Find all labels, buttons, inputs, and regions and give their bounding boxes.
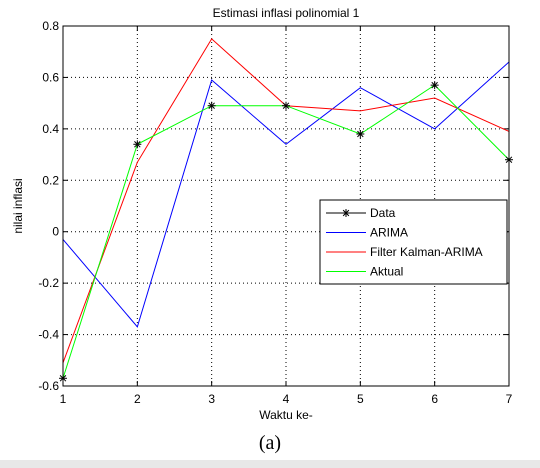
data-point [356,130,365,138]
legend-label-arima: ARIMA [370,226,408,240]
y-tick-label: 0.8 [42,19,59,33]
axes-box [62,25,510,387]
data-point [133,140,142,149]
line-chart: 1 2 3 4 5 6 7 -0.6 -0.4 -0.2 0 0.2 0.4 0.6 0.8 Estimasi… [11,6,513,422]
y-tick-label: 0.2 [42,173,59,187]
series-markers-data [59,81,513,383]
x-tick-label: 5 [357,392,364,406]
data-point [282,101,290,110]
legend-label-filter-kalman-arima: Filter Kalman-ARIMA [370,245,483,259]
y-tick-label: -0.6 [38,379,59,393]
legend-box [319,199,508,285]
y-axis-label: nilai inflasi [11,178,25,233]
legend-label-aktual: Aktual [370,265,403,279]
x-axis-label: Waktu ke- [259,408,313,422]
series-line-arima [62,61,510,328]
data-point [207,101,216,110]
y-tick-label: -0.2 [38,276,59,290]
x-tick-label: 6 [431,392,438,406]
y-tick-label: 0.6 [42,70,59,84]
chart-title: Estimasi inflasi polinomial 1 [213,6,360,20]
y-tick-label: 0.4 [42,122,59,136]
y-tick-label: -0.4 [38,328,59,342]
data-point [342,209,350,217]
footer-strip [0,460,540,468]
y-tick-label: 0 [52,225,59,239]
data-point [430,81,439,90]
legend: Data ARIMA Filter Kalman-ARIMA Aktual [319,199,508,285]
figure-caption: (a) [258,432,282,454]
x-tick-label: 2 [134,392,141,406]
legend-label-data: Data [370,206,396,220]
x-tick-label: 1 [60,392,67,406]
x-tick-label: 7 [506,392,513,406]
x-tick-label: 3 [208,392,215,406]
x-tick-label: 4 [283,392,290,406]
